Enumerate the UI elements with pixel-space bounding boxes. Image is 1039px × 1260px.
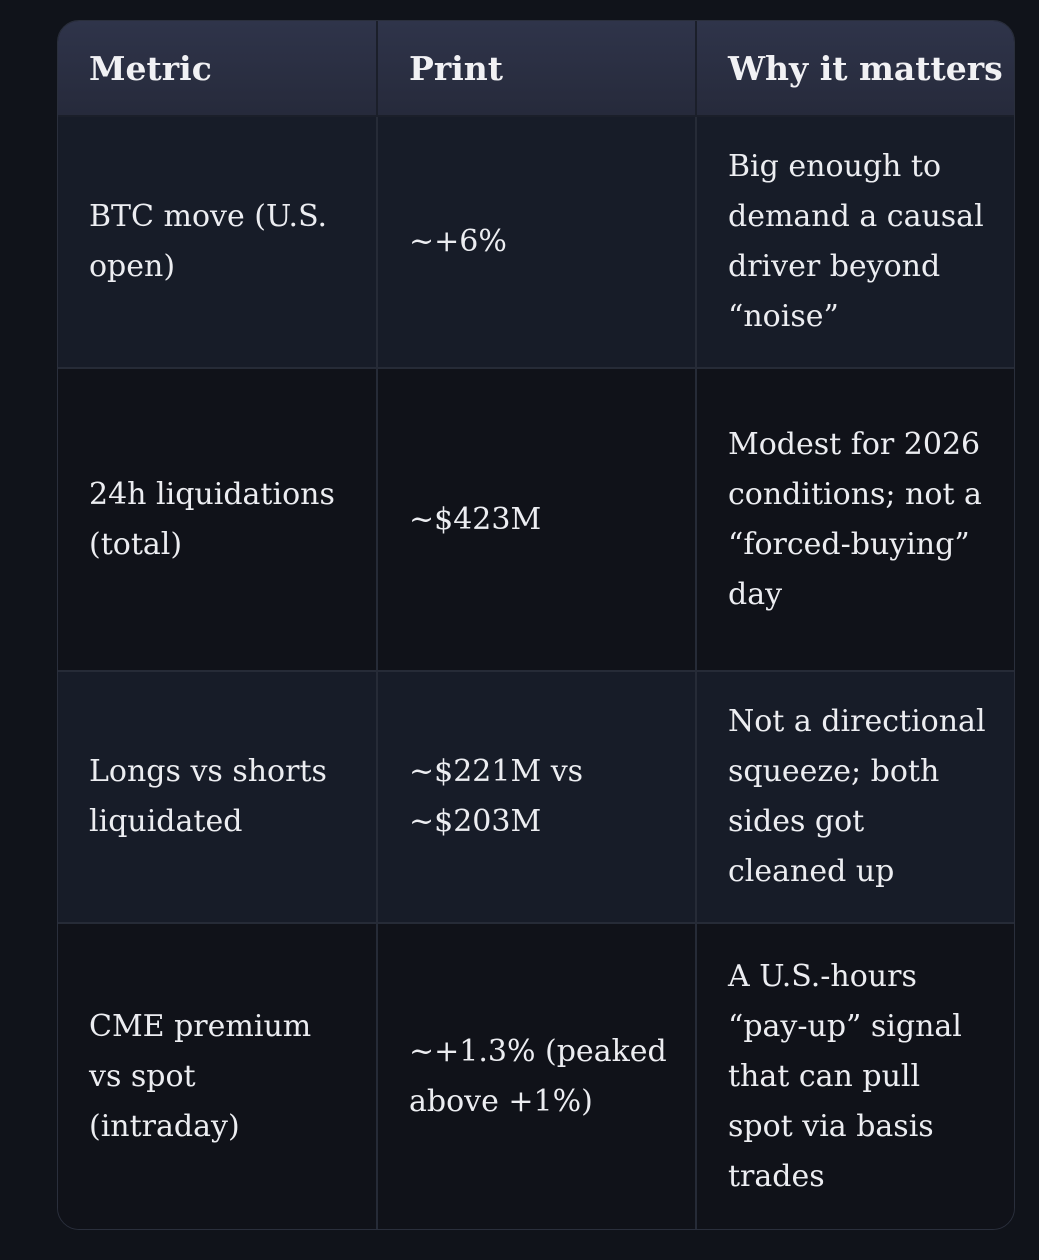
cell-metric-text: 24h liquidations (total)	[89, 476, 335, 562]
table-header: Metric Print Why it matters	[58, 21, 1014, 117]
cell-metric: Longs vs shorts liquidated	[58, 670, 378, 925]
cell-why-text: Not a directional squeeze; both sides go…	[728, 704, 986, 890]
cell-why-text: Big enough to demand a causal driver bey…	[728, 149, 984, 335]
table-row: Longs vs shorts liquidated ~$221M vs ~$2…	[58, 670, 1014, 925]
column-header-print: Print	[377, 21, 697, 117]
cell-metric: BTC move (U.S. open)	[58, 116, 378, 370]
cell-print: ~+6%	[377, 116, 697, 370]
cell-print-text: ~$423M	[409, 501, 542, 537]
cell-print: ~$221M vs ~$203M	[377, 670, 697, 925]
cell-metric-text: Longs vs shorts liquidated	[89, 754, 327, 840]
cell-print: ~+1.3% (peaked above +1%)	[377, 923, 697, 1229]
table-row: CME premium vs spot (intraday) ~+1.3% (p…	[58, 923, 1014, 1229]
cell-print: ~$423M	[377, 368, 697, 672]
cell-why: Big enough to demand a causal driver bey…	[696, 116, 1014, 370]
table-row: 24h liquidations (total) ~$423M Modest f…	[58, 368, 1014, 672]
table-row: BTC move (U.S. open) ~+6% Big enough to …	[58, 116, 1014, 370]
cell-why: Not a directional squeeze; both sides go…	[696, 670, 1014, 925]
cell-why: A U.S.-hours “pay-up” signal that can pu…	[696, 923, 1014, 1229]
cell-why-text: Modest for 2026 conditions; not a “force…	[728, 426, 982, 612]
cell-print-text: ~+6%	[409, 224, 507, 260]
cell-print-text: ~+1.3% (peaked above +1%)	[409, 1033, 667, 1119]
cell-metric-text: CME premium vs spot (intraday)	[89, 1008, 312, 1144]
data-table-container: Metric Print Why it matters BTC move (U.…	[57, 20, 1015, 1230]
column-header-why-it-matters: Why it matters	[696, 21, 1014, 117]
metrics-table: Metric Print Why it matters BTC move (U.…	[58, 21, 1014, 1229]
cell-why-text: A U.S.-hours “pay-up” signal that can pu…	[728, 958, 962, 1194]
column-header-metric: Metric	[58, 21, 378, 117]
cell-metric: CME premium vs spot (intraday)	[58, 923, 378, 1229]
cell-metric: 24h liquidations (total)	[58, 368, 378, 672]
header-row: Metric Print Why it matters	[58, 21, 1014, 117]
table-body: BTC move (U.S. open) ~+6% Big enough to …	[58, 116, 1014, 1229]
cell-metric-text: BTC move (U.S. open)	[89, 199, 328, 285]
cell-why: Modest for 2026 conditions; not a “force…	[696, 368, 1014, 672]
cell-print-text: ~$221M vs ~$203M	[409, 754, 584, 840]
